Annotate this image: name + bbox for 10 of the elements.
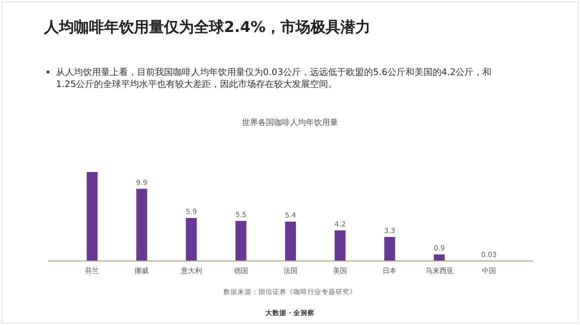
bar <box>136 188 148 261</box>
bar <box>86 172 98 261</box>
bar <box>235 220 246 261</box>
bar <box>384 236 396 261</box>
chart-subtitle: 从人均饮用量上看，目前我国咖啡人均年饮用量仅为0.03公斤，远远低于欧盟的5.6公斤和美国的4.2公斤，和1.25公斤的全球平均水平也有较大差距，因此市场存在较大发展空间。 <box>56 67 492 90</box>
bar <box>285 222 296 261</box>
text: 世界各国咖啡人均年饮用量 <box>242 118 338 127</box>
chart-title: 人均咖啡年饮用量仅为全球2.4%，市场极具潜力 <box>43 18 371 36</box>
bar <box>186 218 197 261</box>
bar <box>334 230 346 261</box>
